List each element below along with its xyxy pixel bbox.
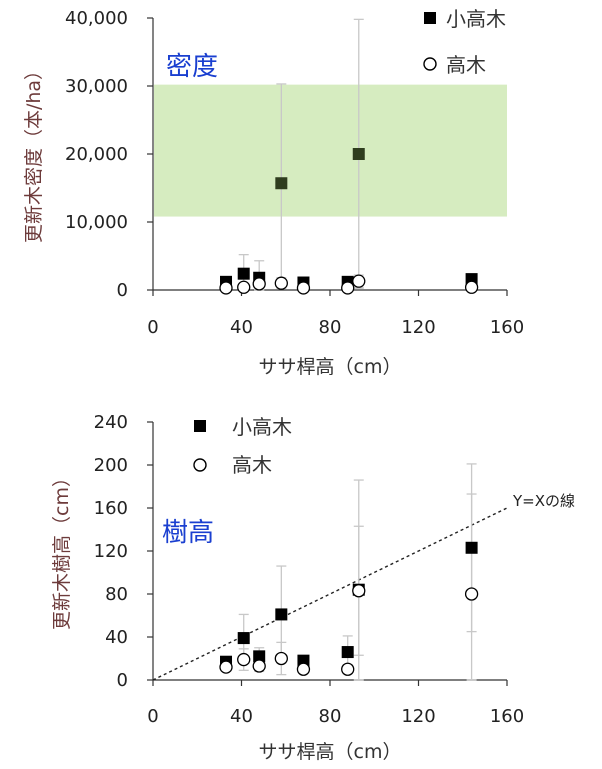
legend-marker-tree xyxy=(193,458,207,472)
y-tick-label: 240 xyxy=(94,412,128,433)
x-tick-label: 40 xyxy=(230,317,253,338)
x-axis-label: ササ桿高（cm） xyxy=(259,741,402,763)
data-point-tree xyxy=(252,659,266,673)
legend-label-tree: 高木 xyxy=(446,53,486,77)
y-tick-label: 10,000 xyxy=(65,212,128,233)
x-tick-label: 160 xyxy=(490,706,524,727)
x-tick-label: 80 xyxy=(319,706,342,727)
data-point-tree xyxy=(352,274,366,288)
data-point-tree xyxy=(237,280,251,294)
x-ticks: 0 40 80 120 160 xyxy=(147,680,524,727)
data-point-tree xyxy=(464,587,479,601)
data-points xyxy=(219,148,479,295)
data-point-tree xyxy=(274,276,288,290)
y-tick-label: 0 xyxy=(117,670,128,691)
y-tick-label: 160 xyxy=(94,498,128,519)
y-ticks: 0 40 80 120 160 200 240 xyxy=(94,412,153,691)
data-point-small-tree xyxy=(341,646,354,659)
legend-marker-tree xyxy=(423,57,437,71)
density-chart: 0 10,000 20,000 30,000 40,000 0 40 80 120 160 ササ… xyxy=(23,7,524,378)
x-ticks: 0 40 80 120 160 xyxy=(147,290,524,338)
y-tick-label: 30,000 xyxy=(65,76,128,97)
legend-label-tree: 高木 xyxy=(232,453,272,477)
x-tick-label: 120 xyxy=(401,317,435,338)
x-tick-label: 0 xyxy=(147,706,158,727)
data-point-tree xyxy=(219,660,233,674)
y-ticks: 0 10,000 20,000 30,000 40,000 xyxy=(65,8,153,301)
legend-label-small-tree: 小高木 xyxy=(446,7,506,31)
y-tick-label: 80 xyxy=(105,584,128,605)
data-point-tree xyxy=(464,280,479,294)
x-tick-label: 0 xyxy=(147,317,158,338)
x-axis-label: ササ桿高（cm） xyxy=(259,356,402,378)
data-point-small-tree xyxy=(465,541,478,554)
data-point-small-tree xyxy=(237,267,250,280)
legend-label-small-tree: 小高木 xyxy=(232,415,292,439)
data-point-tree xyxy=(274,651,288,666)
x-tick-label: 120 xyxy=(401,706,435,727)
y-tick-label: 20,000 xyxy=(65,144,128,165)
data-point-small-tree xyxy=(237,632,250,645)
legend-marker-small-tree xyxy=(194,420,206,432)
height-annotation: 樹高 xyxy=(162,518,214,548)
y-tick-label: 40,000 xyxy=(65,8,128,29)
data-point-tree xyxy=(296,281,311,295)
data-point-tree xyxy=(219,281,233,295)
x-tick-label: 160 xyxy=(490,317,524,338)
y-tick-label: 40 xyxy=(105,627,128,648)
data-point-small-tree xyxy=(352,148,365,160)
data-point-tree xyxy=(252,277,266,291)
x-tick-label: 80 xyxy=(319,317,342,338)
height-chart: 0 40 80 120 160 200 240 0 40 80 120 160 Y=Xの線 ササ桿高… xyxy=(51,412,575,763)
data-point-tree xyxy=(341,281,355,295)
reference-line-label: Y=Xの線 xyxy=(512,492,575,510)
y-axis-label: 更新木樹高（cm） xyxy=(51,468,73,630)
y-tick-label: 200 xyxy=(94,455,128,476)
legend: 小高木 高木 xyxy=(193,415,292,477)
data-point-small-tree xyxy=(253,650,266,663)
density-annotation: 密度 xyxy=(166,52,218,82)
data-point-tree xyxy=(237,652,251,667)
data-point-tree xyxy=(341,662,355,676)
data-point-tree xyxy=(296,662,311,676)
x-tick-label: 40 xyxy=(230,706,253,727)
legend: 小高木 高木 xyxy=(423,7,506,77)
data-point-small-tree xyxy=(275,608,288,621)
y-tick-label: 120 xyxy=(94,541,128,562)
y-tick-label: 0 xyxy=(117,280,128,301)
data-point-small-tree xyxy=(275,177,288,190)
legend-marker-small-tree xyxy=(424,12,436,24)
y-axis-label: 更新木密度（本/ha） xyxy=(23,61,45,243)
target-density-band xyxy=(154,84,507,217)
data-points xyxy=(219,541,479,676)
data-point-tree xyxy=(352,584,366,598)
